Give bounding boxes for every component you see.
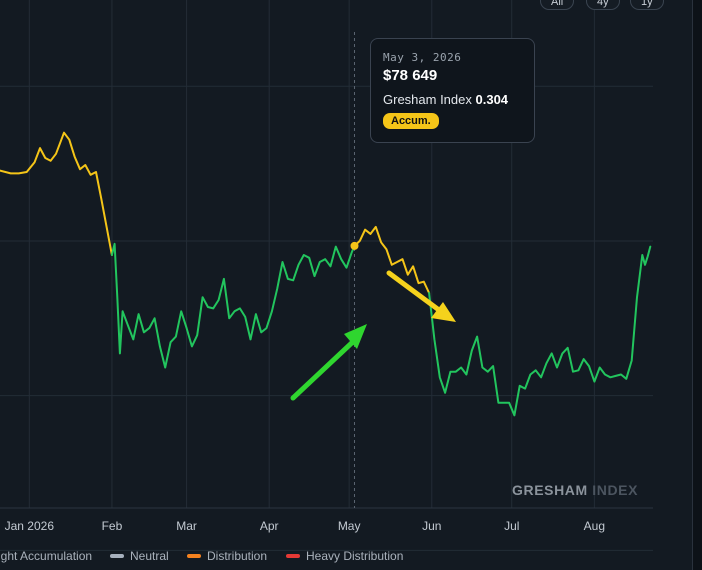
watermark: GRESHAM INDEX [512,482,638,498]
tooltip-price: $78 649 [383,67,438,84]
legend-swatch [110,553,124,558]
scrollbar-edge [692,0,702,570]
price-line-segment [353,225,431,294]
range-4y-button[interactable]: 4y [586,0,620,10]
legend-label: Distribution [207,549,268,563]
x-axis: Jan 2026 Feb Mar Apr May Jun Jul Aug [5,519,605,533]
tooltip-date: May 3, 2026 [383,51,462,64]
legend-label: Heavy Distribution [306,549,404,563]
yellow-arrow [386,270,456,322]
price-line-segment [110,242,356,369]
tooltip-zone-badge: Accum. [383,113,439,129]
price-line-segment [0,131,113,256]
tooltip-index: Gresham Index 0.304 [383,92,522,107]
legend-item-distribution[interactable]: Distribution [187,549,267,563]
marker-layer [350,241,359,250]
legend-swatch [187,553,201,558]
x-tick-label: Aug [584,519,605,533]
x-tick-label: Apr [260,519,279,533]
watermark-suffix: INDEX [592,482,639,498]
legend-label: Neutral [130,549,169,563]
x-tick-label: Mar [176,519,197,533]
x-tick-label: Jan 2026 [5,519,55,533]
series-layer [0,131,652,417]
tooltip-index-value: 0.304 [475,92,509,107]
hover-tooltip: May 3, 2026 $78 649 Gresham Index 0.304 … [370,38,535,143]
legend-item-neutral[interactable]: Neutral [110,549,169,563]
tooltip-index-label: Gresham Index [383,92,472,107]
legend-item-light-accumulation[interactable]: ight Accumulation [0,549,92,563]
x-tick-label: Jul [504,519,519,533]
hover-point-marker [350,241,359,250]
range-all-button[interactable]: All [540,0,575,10]
range-1y-button[interactable]: 1y [630,0,664,10]
x-tick-label: May [338,519,361,533]
annotation-arrows [290,270,456,401]
watermark-brand: GRESHAM [512,482,588,498]
green-arrow [290,324,367,401]
grid-layer [0,0,653,551]
x-tick-label: Feb [102,519,123,533]
legend-item-heavy-distribution[interactable]: Heavy Distribution [286,549,403,563]
legend-label: ight Accumulation [0,549,93,563]
legend-swatch [286,553,300,558]
x-tick-label: Jun [422,519,441,533]
price-line-segment [428,245,652,417]
